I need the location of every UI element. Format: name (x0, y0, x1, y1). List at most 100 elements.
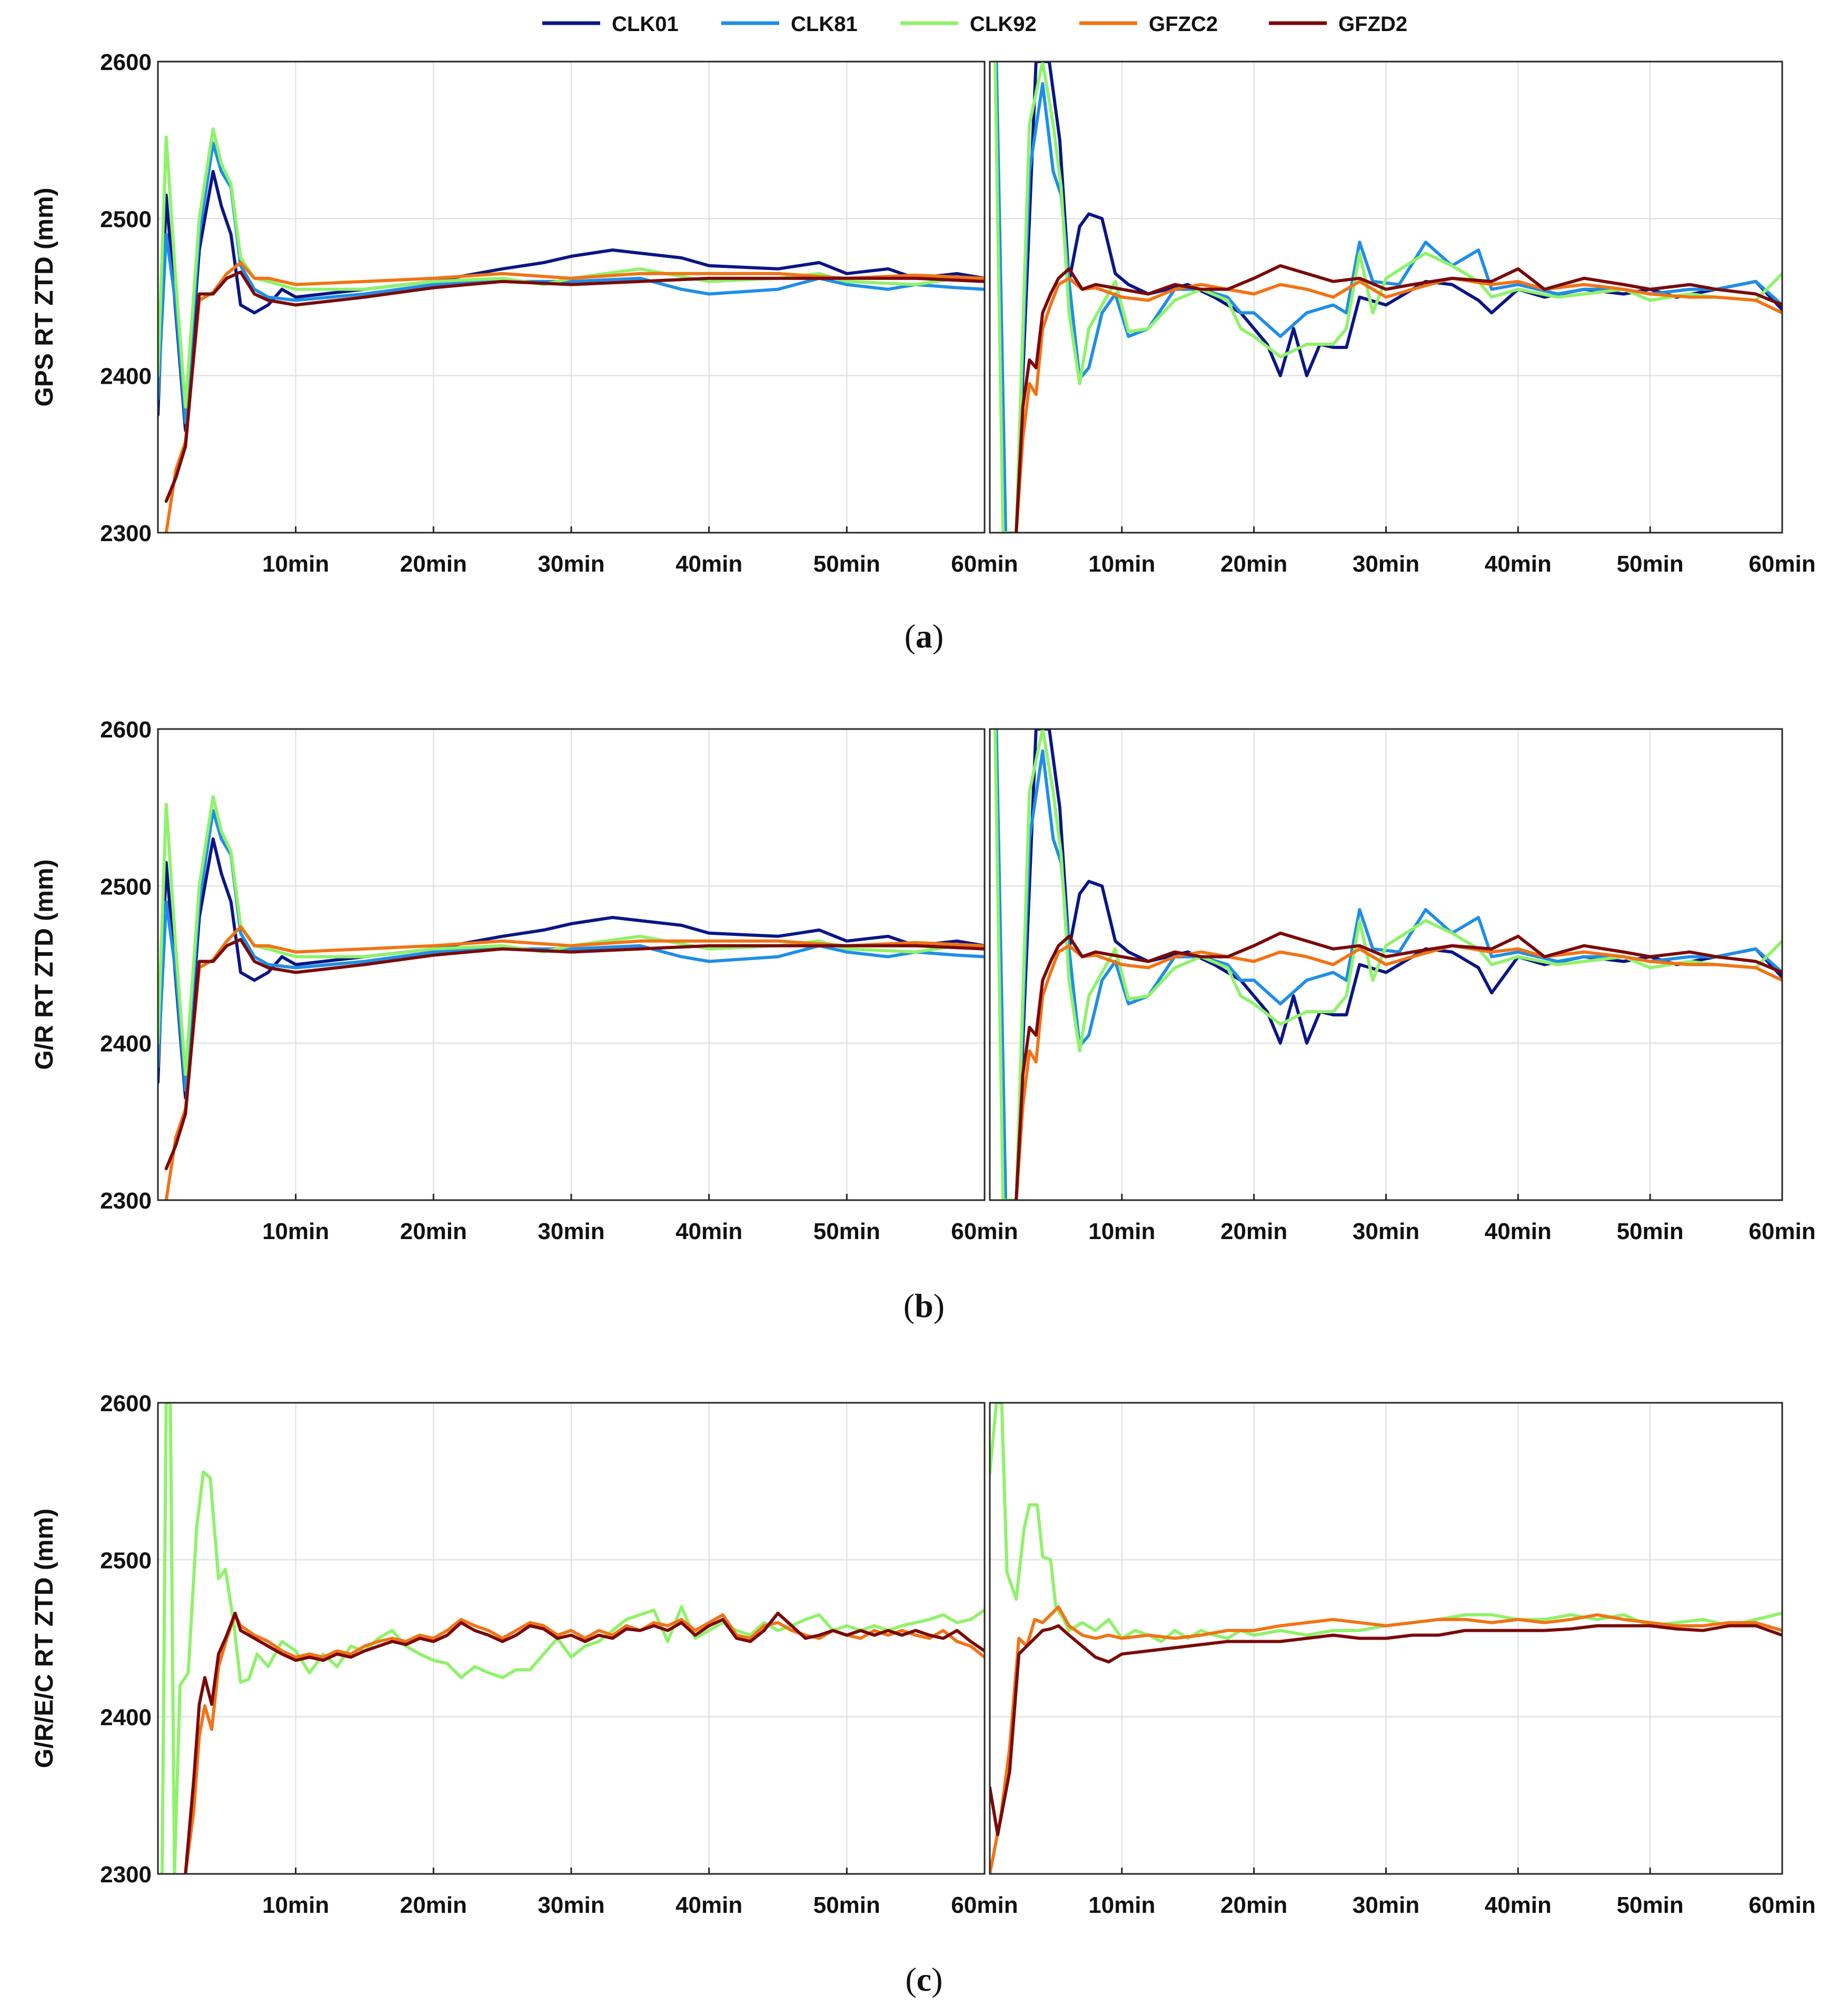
x-tick-label: 20min (1220, 1219, 1287, 1244)
y-tick-label: 2400 (100, 1031, 152, 1057)
row-b: G/R RT ZTD (mm) 2300 2400 2500 2600 10min 20mi… (31, 717, 1816, 1324)
x-tick-label: 50min (1617, 1219, 1684, 1244)
caption-open: ( (905, 1961, 916, 1998)
x-tick-label: 40min (1485, 1892, 1552, 1918)
legend-item-gfzc2: GFZC2 (1079, 13, 1218, 36)
x-tick-label: 60min (1748, 1892, 1815, 1918)
grid (158, 729, 985, 1200)
series-group (158, 127, 985, 533)
legend: CLK01 CLK81 CLK92 GFZC2 GFZD2 (542, 13, 1407, 36)
x-tick-label: 20min (1220, 1892, 1287, 1918)
x-tick-label: 40min (1485, 551, 1552, 577)
panel-caption: (b) (903, 1287, 945, 1324)
series-group (990, 1403, 1782, 1874)
legend-item-clk92: CLK92 (900, 13, 1037, 36)
series-group (160, 1403, 985, 1874)
series-line-clk92 (160, 1403, 985, 1874)
x-tick-label: 30min (538, 1219, 604, 1244)
x-tick-label: 30min (1353, 1892, 1419, 1918)
panel-b-right: 10min 20min 30min 40min 50min 60min (989, 728, 1816, 1244)
panel-b-left: 10min 20min 30min 40min 50min 60min (157, 728, 1018, 1244)
x-tick-label: 40min (1485, 1219, 1552, 1244)
caption-letter: b (915, 1287, 933, 1324)
x-tick-label: 20min (1220, 551, 1287, 577)
x-tick-label: 50min (1617, 551, 1684, 577)
y-axis-label: G/R/E/C RT ZTD (mm) (31, 1509, 58, 1768)
series-line-gfzc2 (164, 925, 985, 1200)
x-tick-label: 50min (813, 1892, 880, 1918)
x-tick-label: 60min (1748, 551, 1815, 577)
x-tick-label: 20min (400, 1219, 467, 1244)
x-tick-label: 50min (813, 551, 880, 577)
series-line-gfzc2 (184, 1613, 985, 1874)
series-group (993, 62, 1782, 533)
series-line-clk92 (158, 795, 985, 1076)
x-tick-label: 40min (675, 551, 742, 577)
x-tick-label: 30min (538, 1892, 604, 1918)
y-tick-label: 2400 (100, 1705, 152, 1731)
caption-close: ) (931, 1961, 942, 1998)
y-tick-label: 2500 (100, 206, 152, 232)
series-group (158, 795, 985, 1200)
y-tick-label: 2500 (100, 1548, 152, 1573)
x-tick-label: 60min (951, 551, 1018, 577)
x-tick-label: 10min (1088, 1219, 1155, 1244)
series-line-gfzc2 (164, 261, 985, 533)
y-tick-label: 2300 (100, 1188, 152, 1214)
series-line-clk92 (158, 127, 985, 409)
panel-caption: (a) (905, 617, 944, 655)
x-tick-label: 30min (538, 551, 604, 577)
legend-label-gfzc2: GFZC2 (1149, 13, 1218, 36)
caption-letter: c (917, 1961, 931, 1998)
caption-open: ( (903, 1287, 915, 1324)
x-tick-label: 10min (1088, 1892, 1155, 1918)
caption-close: ) (933, 1287, 945, 1324)
y-tick-label: 2500 (100, 874, 152, 900)
legend-label-clk01: CLK01 (612, 13, 679, 36)
panel-c-left: 10min 20min 30min 40min 50min 60min (157, 1402, 1018, 1918)
y-tick-label: 2600 (100, 717, 152, 743)
x-tick-label: 50min (813, 1219, 880, 1244)
panel-a-left: 10min 20min 30min 40min 50min 60min (157, 61, 1018, 577)
x-tick-label: 60min (951, 1892, 1018, 1918)
x-tick-label: 10min (262, 1219, 329, 1244)
y-tick-label: 2600 (100, 1391, 152, 1416)
series-line-gfzd2 (990, 1624, 1782, 1837)
series-line-clk81 (158, 142, 985, 425)
series-line-gfzc2 (1015, 276, 1782, 533)
legend-label-clk81: CLK81 (791, 13, 858, 36)
x-tick-label: 20min (400, 551, 467, 577)
legend-label-gfzd2: GFZD2 (1338, 13, 1407, 36)
panel-c-right: 10min 20min 30min 40min 50min 60min (989, 1402, 1816, 1918)
series-group (993, 729, 1782, 1200)
x-tick-label: 20min (400, 1892, 467, 1918)
y-axis-label: G/R RT ZTD (mm) (31, 860, 58, 1070)
x-tick-label: 40min (675, 1219, 742, 1244)
series-line-gfzd2 (1015, 264, 1782, 533)
x-tick-label: 10min (262, 551, 329, 577)
y-tick-label: 2600 (100, 49, 152, 75)
x-tick-label: 60min (951, 1219, 1018, 1244)
series-line-gfzc2 (990, 1605, 1782, 1874)
x-tick-label: 60min (1748, 1219, 1815, 1244)
y-tick-label: 2300 (100, 1862, 152, 1888)
series-line-clk92 (993, 62, 1782, 533)
series-line-gfzd2 (184, 1611, 985, 1874)
legend-item-clk01: CLK01 (542, 13, 679, 36)
series-line-gfzc2 (1015, 944, 1782, 1200)
y-axis-label: GPS RT ZTD (mm) (31, 188, 58, 407)
x-tick-label: 50min (1617, 1892, 1684, 1918)
caption-letter: a (916, 617, 932, 655)
x-tick-label: 10min (1088, 551, 1155, 577)
row-c: G/R/E/C RT ZTD (mm) 2300 2400 2500 2600 10min… (31, 1391, 1816, 1998)
x-tick-label: 40min (675, 1892, 742, 1918)
x-tick-label: 30min (1353, 1219, 1419, 1244)
y-tick-label: 2300 (100, 521, 152, 546)
x-tick-label: 30min (1353, 551, 1419, 577)
grid (990, 729, 1782, 1200)
row-a: GPS RT ZTD (mm) 2300 2400 2500 2600 10min 20mi… (31, 49, 1816, 655)
panel-a-right: 10min 20min 30min 40min 50min 60min (989, 61, 1816, 577)
legend-label-clk92: CLK92 (970, 13, 1037, 36)
caption-open: ( (905, 617, 916, 655)
chart-rows: GPS RT ZTD (mm) 2300 2400 2500 2600 10min 20mi… (31, 49, 1816, 1998)
